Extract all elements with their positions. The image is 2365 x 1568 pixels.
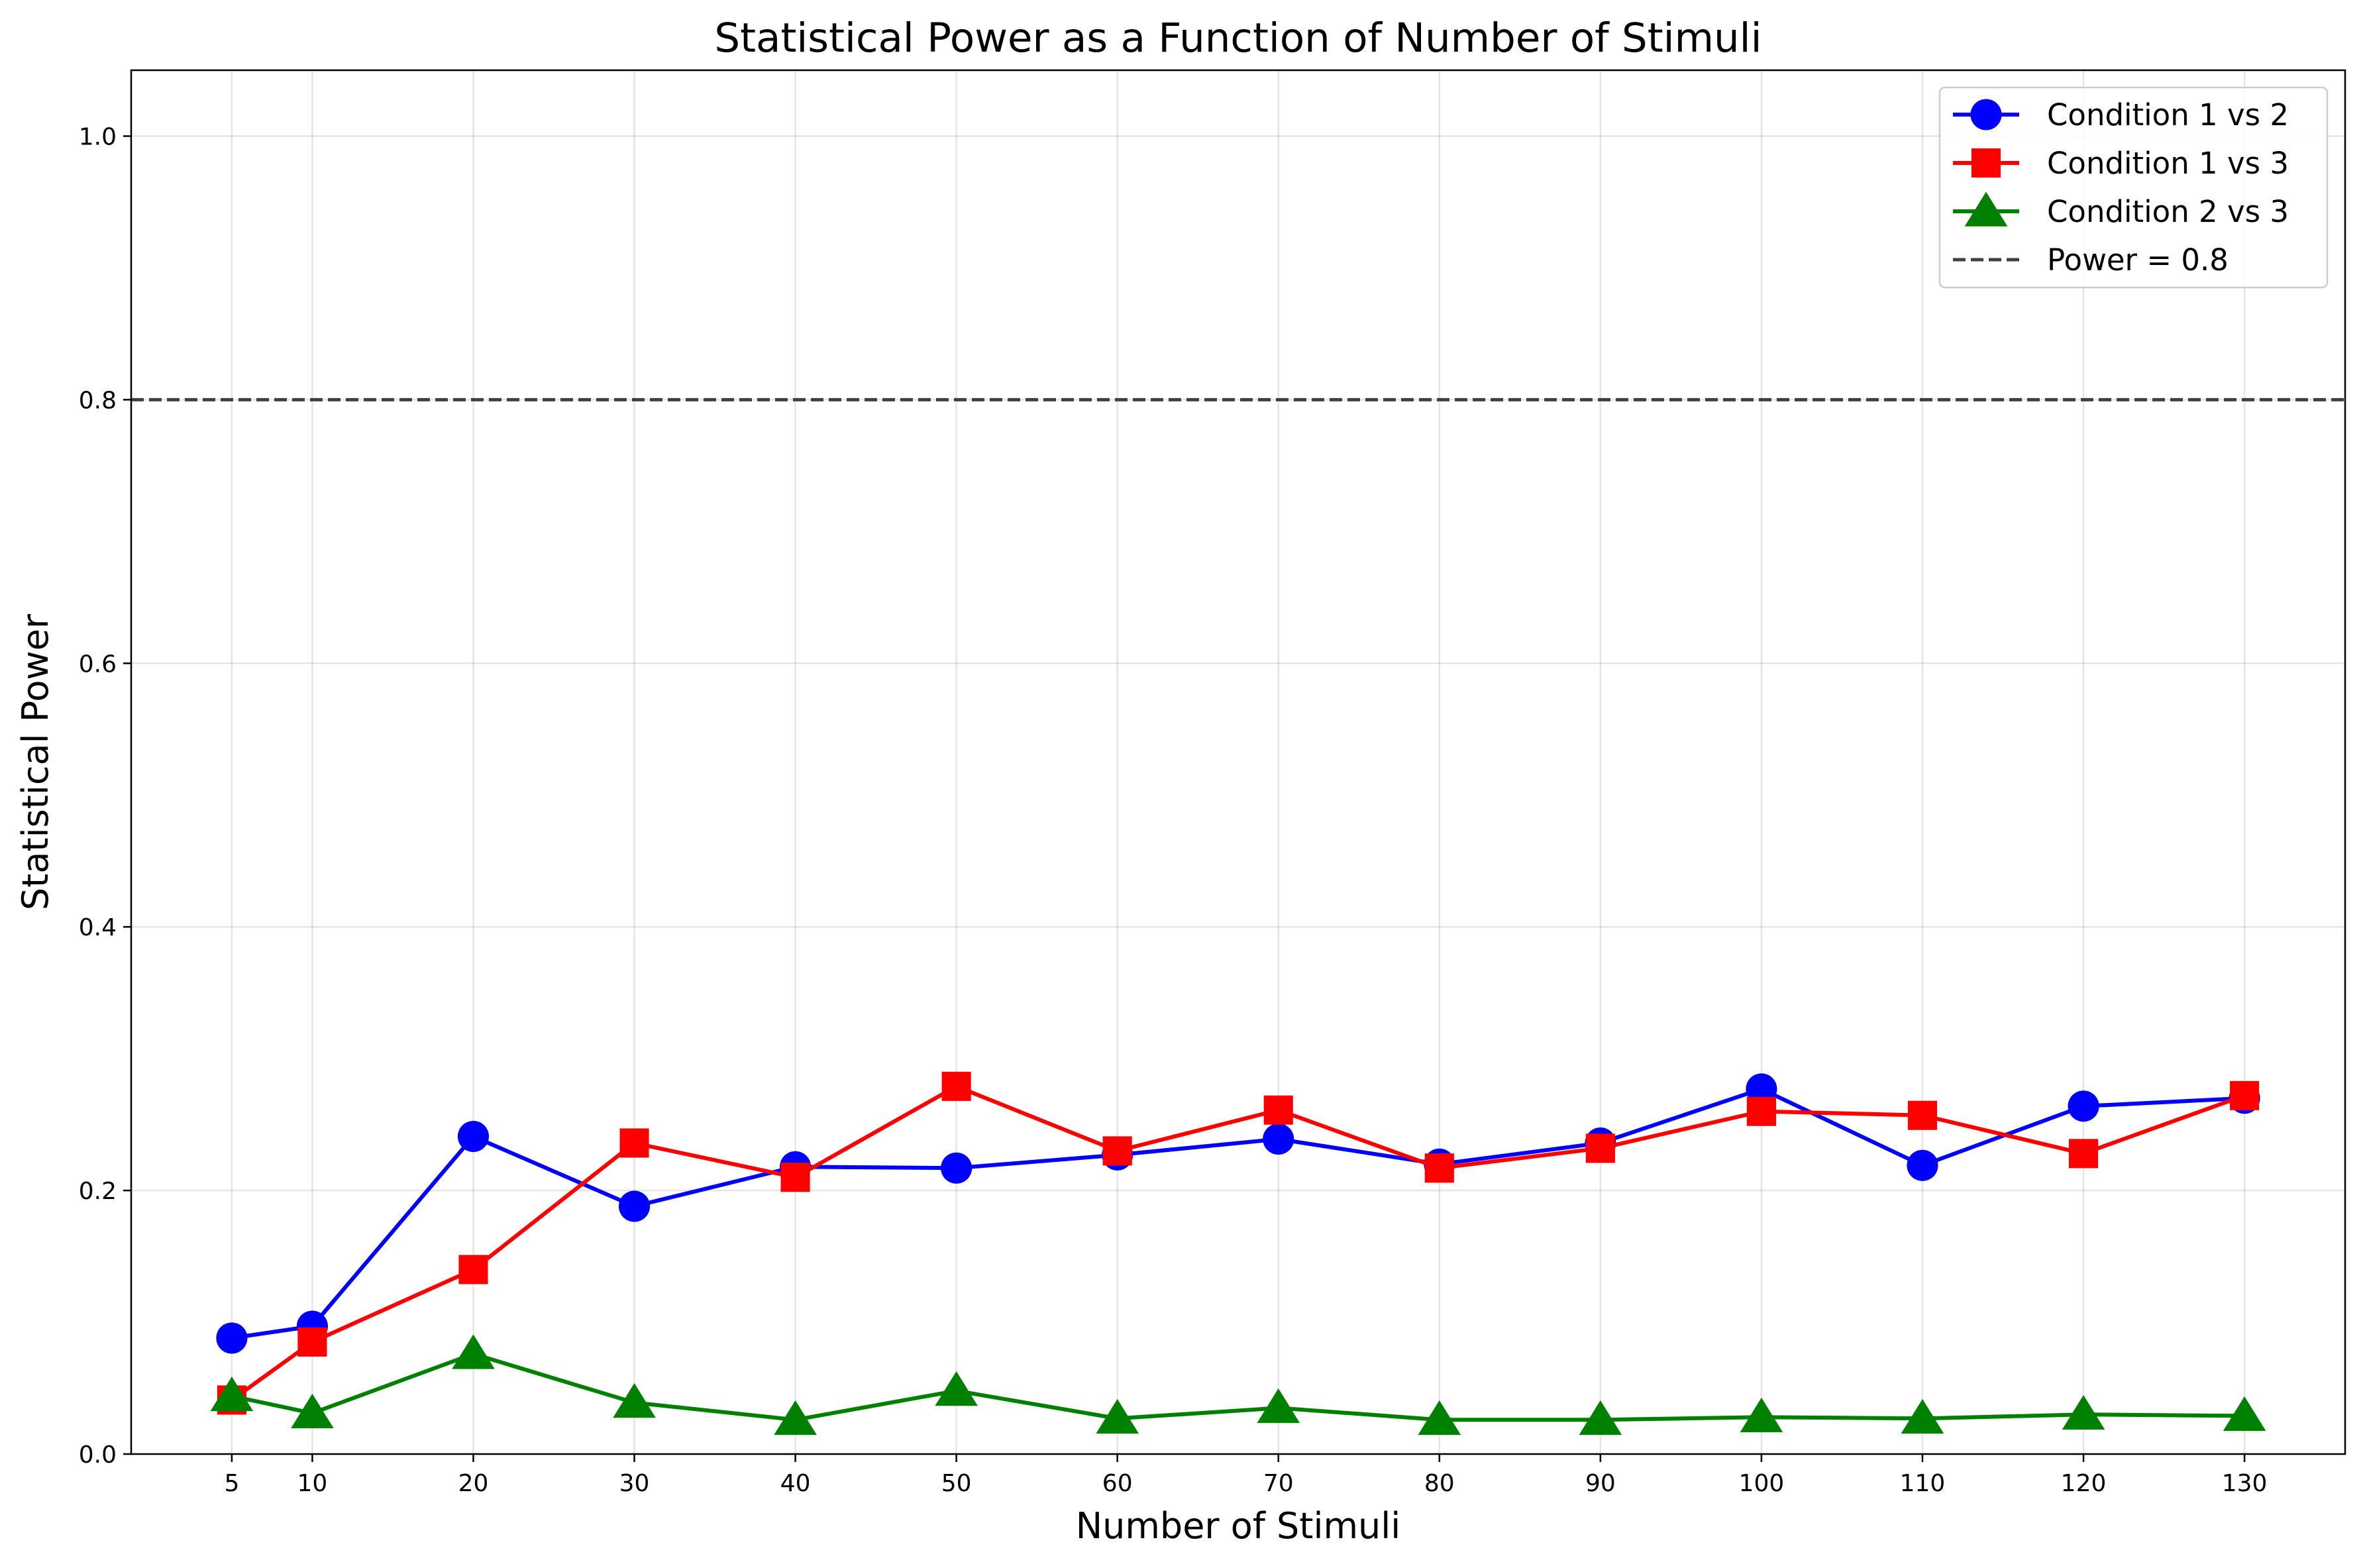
x-tick-label: 5 (224, 1470, 239, 1497)
x-tick-label: 120 (2061, 1470, 2107, 1497)
series-line (229, 1351, 2247, 1422)
x-tick-label: 30 (619, 1470, 650, 1497)
legend-item-condition-2-vs-3: Condition 2 vs 3 (1953, 191, 2289, 229)
y-tick-label: 0.2 (79, 1178, 117, 1205)
y-tick-label: 0.0 (79, 1441, 117, 1469)
data-point (452, 1334, 495, 1369)
x-tick-label: 90 (1585, 1470, 1616, 1497)
legend-swatch-marker (1970, 99, 2002, 131)
data-point (2068, 1139, 2099, 1169)
data-point (1424, 1153, 1454, 1183)
chart-title: Statistical Power as a Function of Numbe… (714, 15, 1761, 62)
x-tick-label: 20 (458, 1470, 489, 1497)
plot-frame (130, 69, 2346, 1455)
legend-label: Power = 0.8 (2047, 242, 2229, 278)
data-point (458, 1255, 488, 1284)
legend-item-condition-1-vs-2: Condition 1 vs 2 (1953, 97, 2289, 132)
y-tick-label: 0.8 (79, 387, 117, 414)
data-point (1257, 1388, 1300, 1424)
y-tick-label: 0.6 (79, 651, 117, 678)
data-point (2223, 1396, 2266, 1432)
data-point (1907, 1100, 1938, 1130)
x-tick-label: 100 (1739, 1470, 1785, 1497)
x-axis-ticks: 5 10 20 30 40 50 60 70 80 90 100 110 120 130 (224, 1454, 2267, 1497)
legend-label: Condition 1 vs 3 (2047, 146, 2289, 181)
legend-swatch-marker (1964, 191, 2008, 227)
data-point (297, 1327, 327, 1357)
y-tick-label: 1.0 (79, 123, 117, 150)
data-point (210, 1377, 254, 1412)
series-line (229, 1084, 2247, 1402)
x-tick-label: 40 (780, 1470, 811, 1497)
data-point (618, 1190, 651, 1222)
data-point (941, 1071, 971, 1101)
x-axis-label: Number of Stimuli (1076, 1505, 1401, 1547)
x-tick-label: 130 (2222, 1470, 2268, 1497)
x-tick-label: 50 (941, 1470, 972, 1497)
data-point (457, 1120, 490, 1153)
legend-label: Condition 2 vs 3 (2047, 194, 2289, 229)
data-point (2062, 1394, 2105, 1430)
x-tick-label: 110 (1900, 1470, 1946, 1497)
data-point (774, 1400, 817, 1436)
y-tick-label: 0.4 (79, 914, 117, 941)
data-point (1901, 1398, 1944, 1434)
data-point (1096, 1398, 1139, 1434)
series-condition-2-vs-3 (210, 1334, 2266, 1436)
data-point (941, 1152, 972, 1184)
data-point (619, 1128, 649, 1158)
y-axis-ticks: 0.0 0.2 0.4 0.6 0.8 1.0 (79, 123, 131, 1469)
x-tick-label: 80 (1424, 1470, 1455, 1497)
data-point (613, 1383, 656, 1418)
legend-swatch-marker (1971, 148, 2001, 178)
legend-box (1938, 86, 2329, 289)
series-line (229, 1086, 2247, 1340)
x-tick-label: 10 (297, 1470, 328, 1497)
legend-item-condition-1-vs-3: Condition 1 vs 3 (1953, 146, 2289, 181)
data-point (1746, 1073, 1777, 1105)
data-point (1585, 1133, 1615, 1163)
data-point (780, 1163, 810, 1192)
data-point (2230, 1080, 2260, 1110)
data-point (1579, 1400, 1622, 1436)
legend-item-power-0-8: Power = 0.8 (1953, 242, 2229, 278)
legend-label: Condition 1 vs 2 (2047, 97, 2289, 132)
data-point (1907, 1149, 1938, 1181)
data-point (1263, 1095, 1293, 1125)
x-tick-label: 60 (1102, 1470, 1133, 1497)
data-point (1102, 1136, 1132, 1166)
y-axis-label: Statistical Power (15, 613, 56, 910)
data-point (1746, 1096, 1776, 1126)
data-point (1740, 1397, 1783, 1433)
x-tick-label: 70 (1263, 1470, 1294, 1497)
data-point (935, 1371, 978, 1406)
data-point (216, 1322, 248, 1354)
legend: Condition 1 vs 2 Condition 1 vs 3 Conditio… (1938, 86, 2329, 289)
data-point (2068, 1090, 2099, 1122)
data-point (291, 1393, 334, 1429)
data-point (1263, 1123, 1294, 1155)
data-series (210, 1071, 2266, 1436)
data-point (1418, 1400, 1461, 1436)
